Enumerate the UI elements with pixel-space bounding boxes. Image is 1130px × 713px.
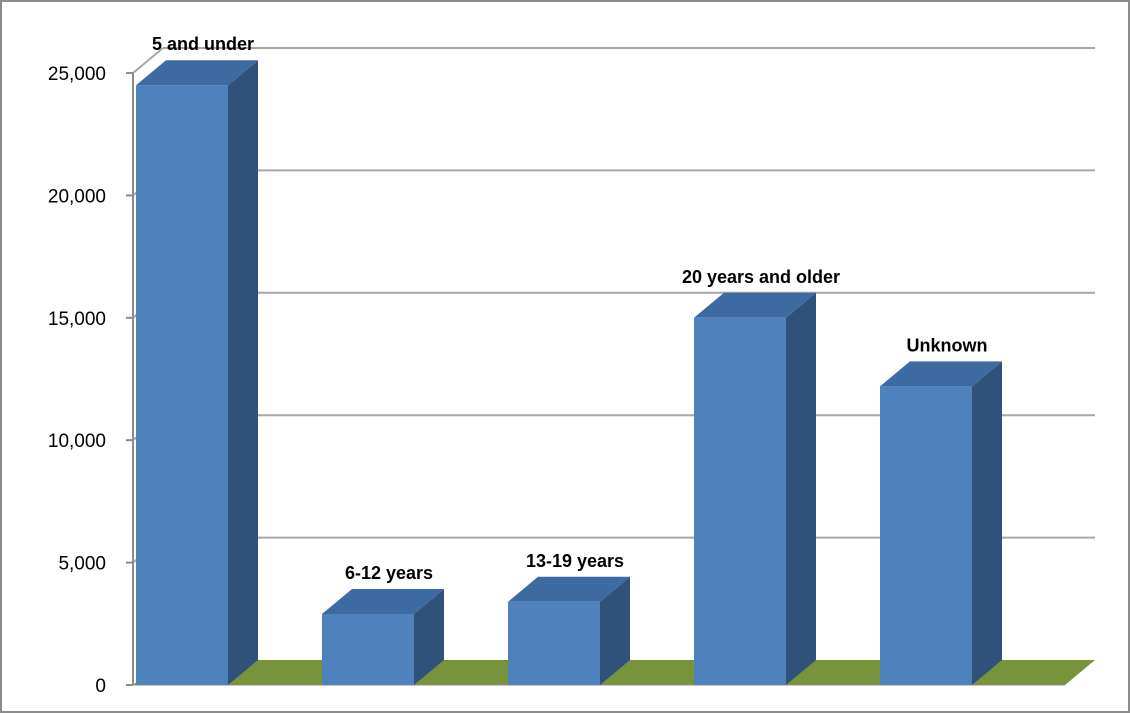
- bar: [508, 601, 600, 685]
- data-label: 5 and under: [152, 34, 254, 54]
- bar: [136, 85, 228, 686]
- bar-side: [972, 361, 1002, 685]
- y-tick-label: 25,000: [48, 64, 106, 85]
- data-label: Unknown: [907, 335, 988, 355]
- y-tick-label: 0: [95, 676, 106, 697]
- bar-top: [322, 589, 444, 615]
- bar-top: [694, 292, 816, 318]
- data-label: 6-12 years: [345, 563, 433, 583]
- bar: [322, 614, 414, 685]
- data-label: 20 years and older: [682, 267, 840, 287]
- data-label: 13-19 years: [526, 551, 624, 571]
- bar: [694, 317, 786, 685]
- bar-side: [414, 589, 444, 685]
- bar-top: [508, 576, 630, 602]
- bar-top: [136, 60, 258, 86]
- bar-side: [228, 60, 258, 686]
- bar: [880, 386, 972, 685]
- bar-side: [600, 576, 630, 685]
- gridline-depth: [132, 47, 164, 74]
- y-tick-label: 15,000: [48, 309, 106, 330]
- y-tick-label: 5,000: [58, 554, 106, 575]
- y-tick-label: 10,000: [48, 431, 106, 452]
- bar-side: [786, 292, 816, 685]
- y-tick-label: 20,000: [48, 186, 106, 207]
- bar-top: [880, 361, 1002, 387]
